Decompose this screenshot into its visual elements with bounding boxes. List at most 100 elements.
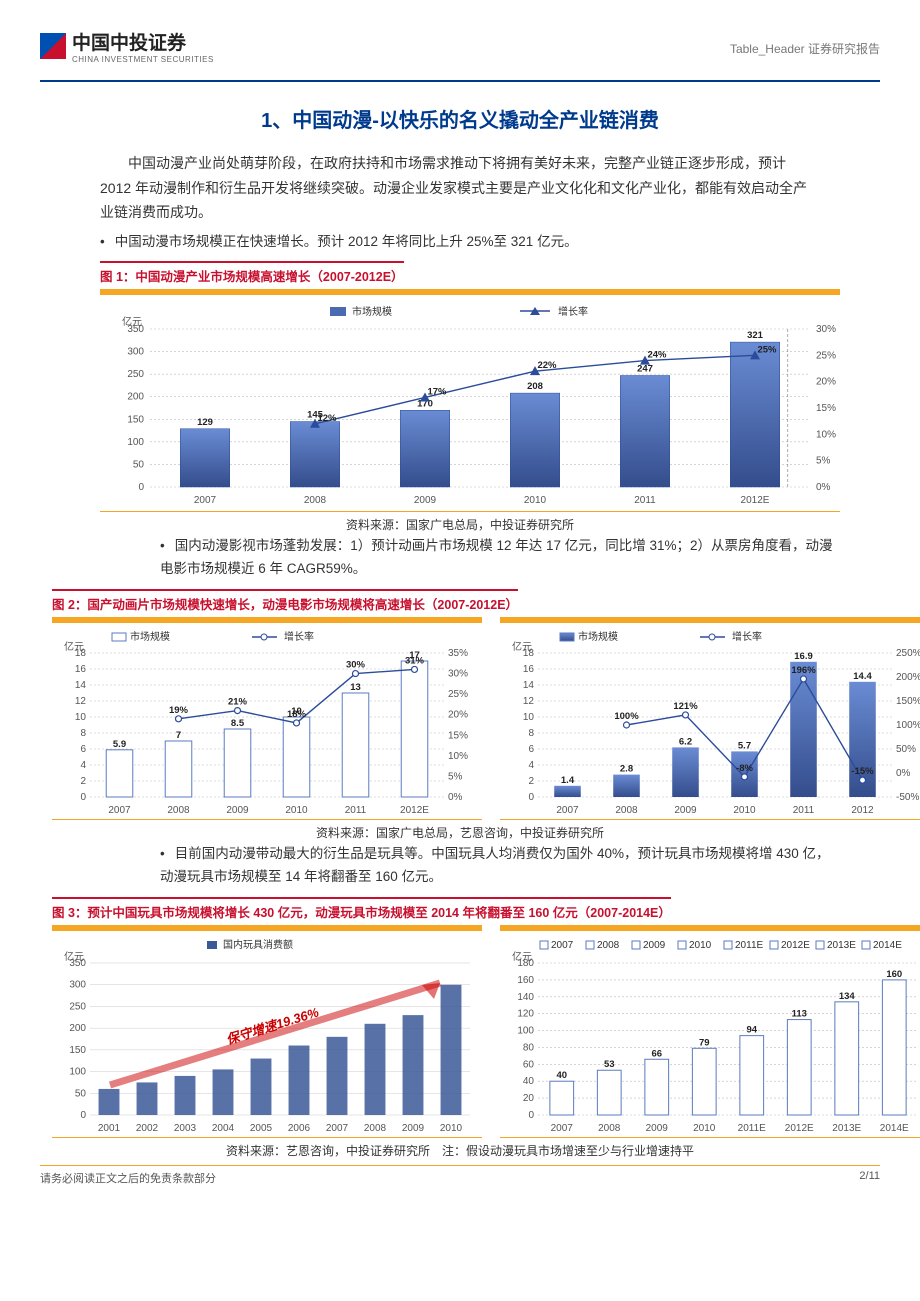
svg-text:22%: 22%	[537, 361, 557, 372]
svg-text:2010: 2010	[733, 805, 756, 816]
svg-text:10: 10	[523, 712, 535, 723]
svg-text:5%: 5%	[816, 456, 831, 467]
svg-text:2007: 2007	[108, 805, 131, 816]
svg-text:5.9: 5.9	[113, 739, 126, 750]
svg-text:2009: 2009	[226, 805, 249, 816]
svg-text:2007: 2007	[556, 805, 579, 816]
svg-text:134: 134	[839, 991, 856, 1002]
svg-text:14: 14	[523, 680, 535, 691]
svg-text:15%: 15%	[816, 403, 836, 414]
svg-text:16: 16	[75, 664, 87, 675]
svg-text:53: 53	[604, 1059, 615, 1070]
svg-text:50: 50	[133, 460, 145, 471]
svg-text:2010: 2010	[689, 940, 712, 951]
svg-text:2012E: 2012E	[400, 805, 429, 816]
svg-text:2012E: 2012E	[741, 495, 770, 506]
svg-text:2013E: 2013E	[832, 1123, 861, 1134]
svg-text:150%: 150%	[896, 696, 920, 707]
svg-text:10%: 10%	[816, 430, 836, 441]
svg-text:21%: 21%	[228, 697, 248, 708]
svg-text:14.4: 14.4	[853, 671, 872, 682]
svg-text:2011E: 2011E	[735, 940, 764, 951]
svg-text:0%: 0%	[896, 768, 911, 779]
logo-icon	[40, 33, 66, 59]
svg-text:2008: 2008	[364, 1123, 387, 1134]
svg-text:4: 4	[528, 760, 534, 771]
svg-text:0: 0	[528, 1110, 534, 1121]
svg-text:300: 300	[69, 980, 86, 991]
svg-text:180: 180	[517, 958, 534, 969]
svg-text:2005: 2005	[250, 1123, 273, 1134]
fig3-source: 资料来源：艺恩咨询，中投证券研究所 注：假设动漫玩具市场增速至少与行业增速持平	[40, 1142, 880, 1159]
svg-text:20%: 20%	[816, 377, 836, 388]
svg-text:20: 20	[523, 1093, 535, 1104]
svg-text:16.9: 16.9	[794, 651, 813, 662]
footer: 请务必阅读正文之后的免责条款部分 2/11	[40, 1165, 880, 1186]
header-rule	[40, 80, 880, 82]
svg-text:250: 250	[69, 1002, 86, 1013]
svg-text:15%: 15%	[448, 731, 468, 742]
svg-text:增长率: 增长率	[284, 630, 314, 643]
fig1-source: 资料来源：国家广电总局，中投证券研究所	[40, 516, 880, 533]
svg-text:150: 150	[69, 1045, 86, 1056]
svg-text:2010: 2010	[440, 1123, 463, 1134]
svg-text:7: 7	[176, 730, 181, 741]
svg-text:250%: 250%	[896, 648, 920, 659]
svg-text:2009: 2009	[674, 805, 697, 816]
svg-text:2009: 2009	[643, 940, 666, 951]
svg-text:增长率: 增长率	[732, 630, 762, 643]
svg-text:10: 10	[75, 712, 87, 723]
svg-text:0: 0	[528, 792, 534, 803]
svg-text:13: 13	[350, 682, 361, 693]
svg-text:2007: 2007	[551, 940, 574, 951]
svg-text:140: 140	[517, 992, 534, 1003]
bullet-1: 中国动漫市场规模正在快速增长。预计 2012 年将同比上升 25%至 321 亿…	[100, 231, 840, 254]
svg-text:18: 18	[523, 648, 535, 659]
svg-text:18%: 18%	[287, 709, 307, 720]
svg-text:25%: 25%	[816, 351, 836, 362]
svg-text:2011: 2011	[345, 805, 367, 816]
svg-text:35%: 35%	[448, 648, 468, 659]
fig2-row: 市场规模增长率亿元0246810121416180%5%10%15%20%25%…	[52, 617, 868, 820]
bullet-2: 国内动漫影视市场蓬勃发展：1）预计动画片市场规模 12 年达 17 亿元，同比增…	[160, 535, 840, 581]
footer-disclaimer: 请务必阅读正文之后的免责条款部分	[40, 1170, 216, 1186]
svg-text:30%: 30%	[448, 669, 468, 680]
svg-text:350: 350	[69, 958, 86, 969]
svg-text:100%: 100%	[896, 720, 920, 731]
svg-text:80: 80	[523, 1043, 535, 1054]
svg-text:66: 66	[651, 1048, 662, 1059]
svg-text:2007: 2007	[194, 495, 217, 506]
svg-text:8: 8	[80, 728, 86, 739]
svg-text:40: 40	[556, 1070, 567, 1081]
svg-text:2008: 2008	[304, 495, 327, 506]
svg-text:24%: 24%	[647, 350, 667, 361]
fig3-left-chart: 国内玩具消费额亿元0501001502002503003502001200220…	[52, 925, 482, 1138]
svg-text:2002: 2002	[136, 1123, 159, 1134]
svg-text:2.8: 2.8	[620, 764, 633, 775]
svg-text:2012E: 2012E	[785, 1123, 814, 1134]
svg-text:2010: 2010	[285, 805, 308, 816]
svg-text:94: 94	[746, 1025, 757, 1036]
svg-text:200%: 200%	[896, 672, 920, 683]
svg-text:市场规模: 市场规模	[578, 630, 618, 643]
svg-text:市场规模: 市场规模	[130, 630, 170, 643]
page-root: 中国中投证券 CHINA INVESTMENT SECURITIES Table…	[0, 0, 920, 1206]
svg-text:2008: 2008	[597, 940, 620, 951]
svg-text:321: 321	[747, 331, 764, 342]
svg-text:-8%: -8%	[736, 763, 753, 774]
svg-text:30%: 30%	[816, 324, 836, 335]
svg-text:100: 100	[517, 1026, 534, 1037]
svg-text:121%: 121%	[673, 701, 698, 712]
svg-text:50%: 50%	[896, 744, 916, 755]
svg-text:-50%: -50%	[896, 792, 919, 803]
svg-text:2006: 2006	[288, 1123, 311, 1134]
svg-text:12%: 12%	[317, 413, 337, 424]
main-title: 1、中国动漫-以快乐的名义撬动全产业链消费	[40, 104, 880, 133]
svg-text:100%: 100%	[614, 711, 639, 722]
svg-text:0: 0	[80, 1110, 86, 1121]
fig1-chart: 市场规模增长率亿元0501001502002503003500%5%10%15%…	[100, 289, 840, 512]
fig2-right-chart: 市场规模增长率亿元024681012141618-50%0%50%100%150…	[500, 617, 920, 820]
svg-text:160: 160	[886, 969, 902, 980]
fig1-title: 图 1：中国动漫产业市场规模高速增长（2007-2012E）	[100, 261, 404, 285]
svg-text:2010: 2010	[693, 1123, 716, 1134]
